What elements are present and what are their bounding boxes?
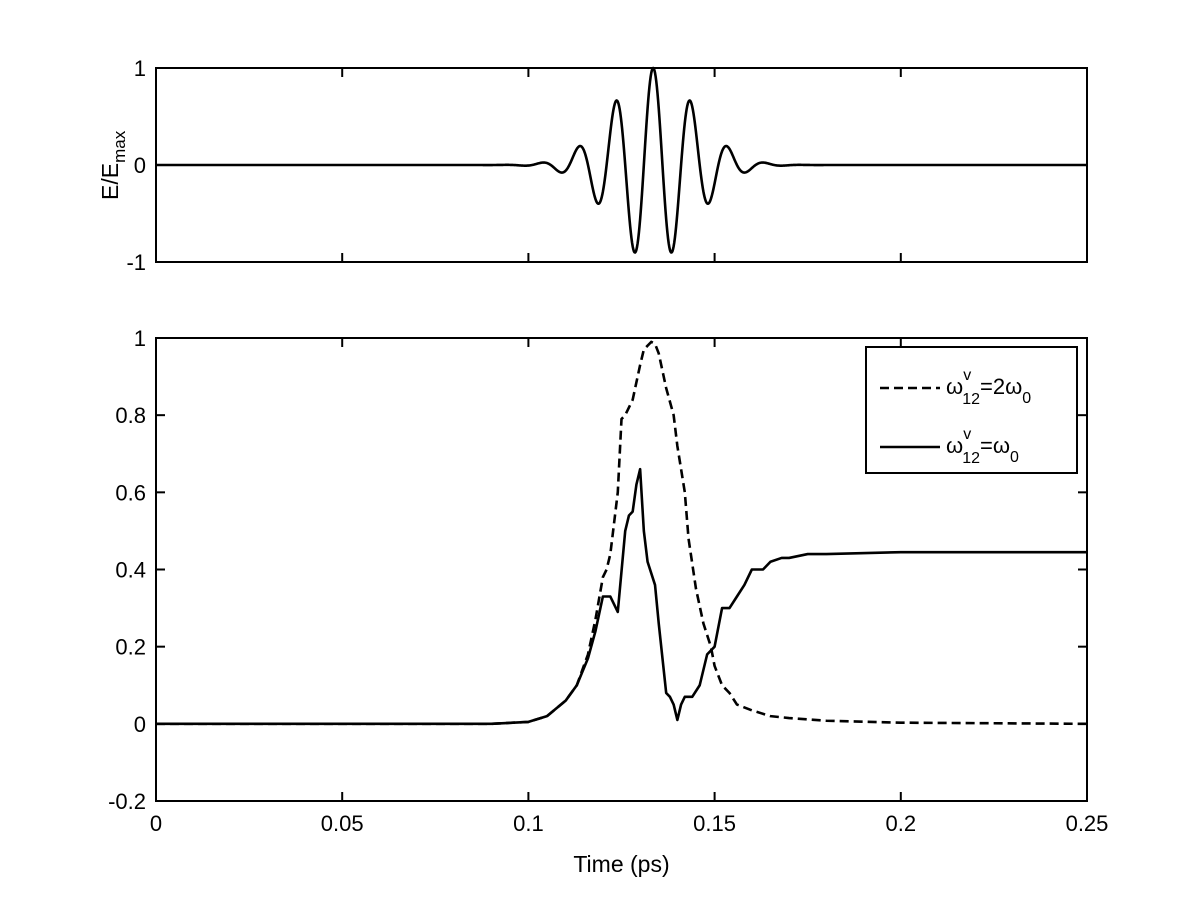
legend-rest-sub: 0	[1010, 449, 1019, 466]
x-axis-label: Time (ps)	[573, 851, 669, 877]
legend-sub: 12	[962, 450, 980, 467]
y-tick-label: -1	[126, 250, 146, 275]
y-tick-label: 0.2	[115, 635, 146, 660]
legend-sub: 12	[962, 391, 980, 408]
series-2w0-line	[156, 340, 1088, 726]
x-tick-label: 0.15	[693, 811, 736, 836]
x-tick-label: 0.1	[513, 811, 544, 836]
legend-sup: v	[963, 426, 971, 443]
y-tick-label: 0	[134, 153, 146, 178]
y-axis-label: E/Emax	[97, 130, 129, 200]
y-tick-label: 0.8	[115, 403, 146, 428]
legend-entry: ωv 12=2ω0	[946, 367, 1031, 408]
y-tick-label: 1	[134, 56, 146, 81]
bottom-panel-populations: 0 0.05 0.1 0.15 0.2 0.25-0.200.20.40.60.81Tim…	[108, 326, 1108, 877]
series-w0-line	[156, 467, 1087, 726]
field-pulse-line	[155, 66, 1088, 254]
legend-omega: ω	[946, 433, 963, 458]
legend-rest: =2ω	[980, 374, 1022, 399]
y-tick-label: 0.6	[115, 480, 146, 505]
legend-sup: v	[963, 367, 971, 384]
legend-omega: ω	[946, 374, 963, 399]
legend-box	[865, 346, 1078, 474]
legend-rest-sub: 0	[1022, 390, 1031, 407]
y-tick-label: -0.2	[108, 789, 146, 814]
y-tick-label: 0.4	[115, 558, 146, 583]
x-tick-label: 0	[150, 811, 162, 836]
y-tick-label: 1	[134, 326, 146, 351]
legend-rest: =ω	[980, 433, 1010, 458]
y-tick-label: 0	[134, 712, 146, 737]
y-axis-label-main: E/E	[97, 163, 123, 200]
top-panel-electric-field: -1 0 1 E/Emax	[97, 56, 1088, 275]
legend-entry: ωv 12=ω0	[946, 426, 1019, 467]
x-tick-label: 0.05	[321, 811, 364, 836]
x-tick-label: 0.2	[886, 811, 917, 836]
y-axis-label-subscript: max	[110, 130, 129, 163]
x-tick-label: 0.25	[1066, 811, 1109, 836]
